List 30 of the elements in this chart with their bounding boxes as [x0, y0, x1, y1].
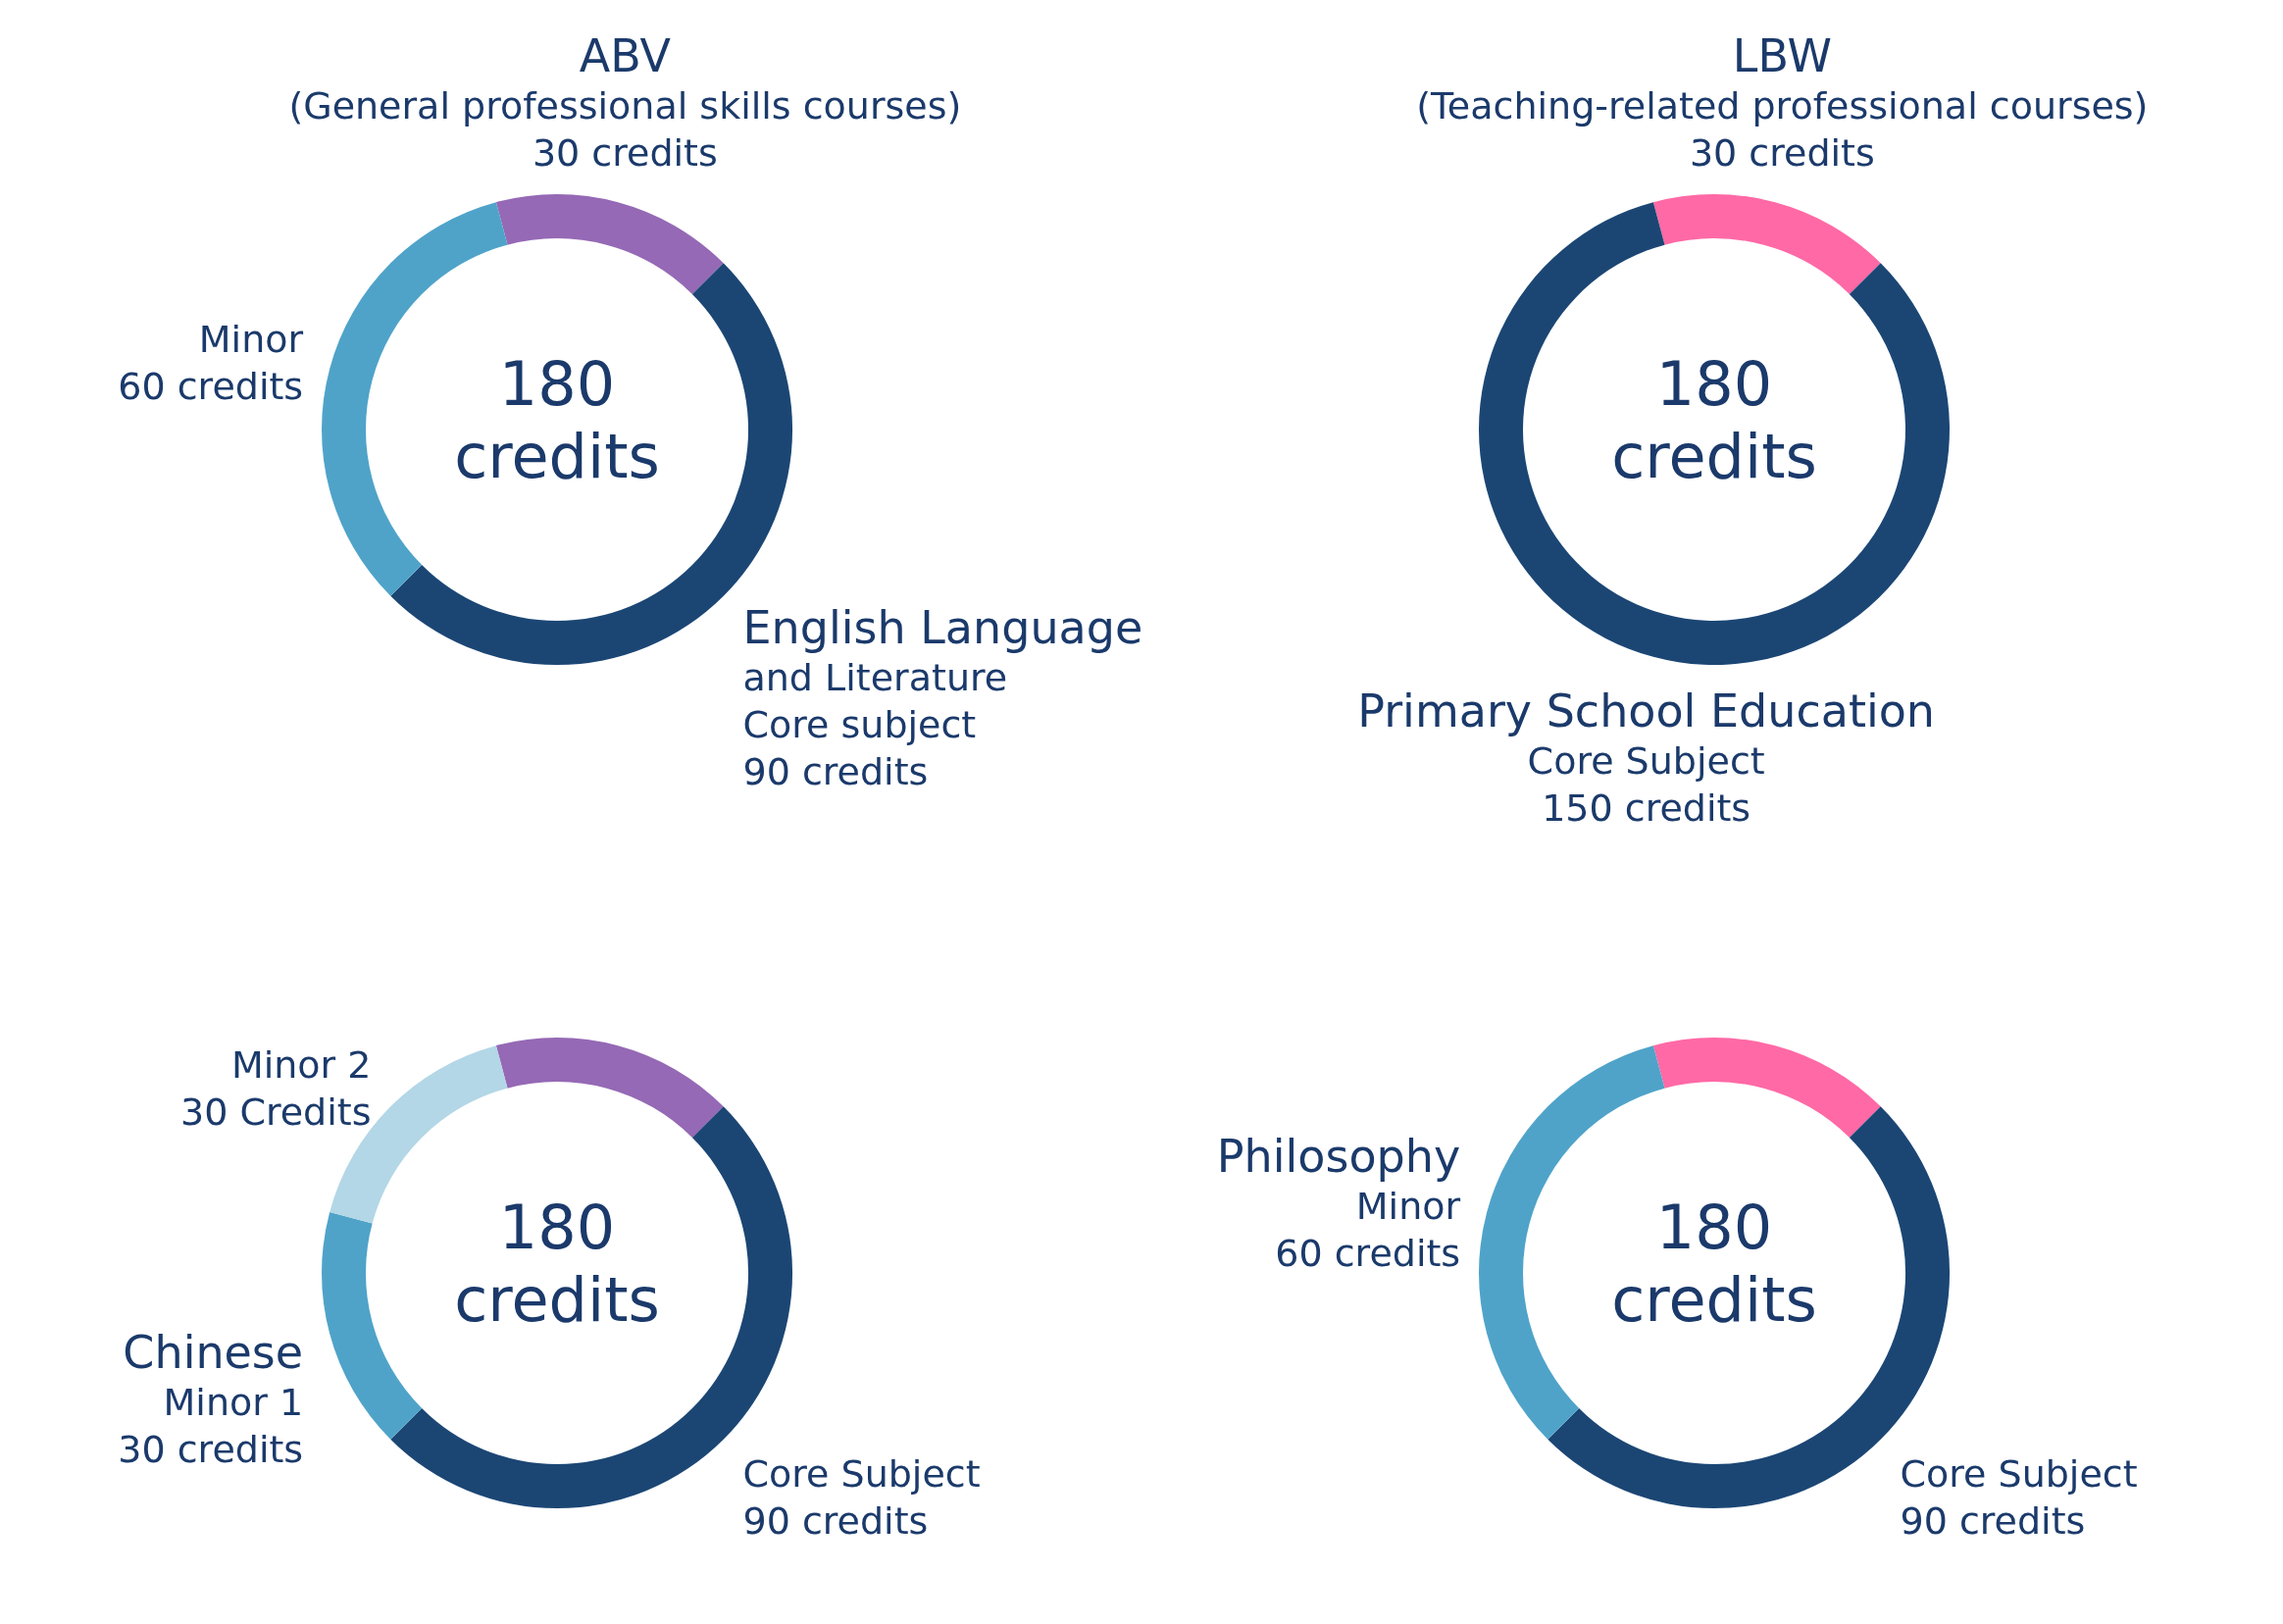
text: 180 credits — [1611, 348, 1817, 492]
slice-label: Minor — [198, 317, 304, 361]
slice-label: English Language and Literature Core subject — [742, 600, 1143, 746]
data-label: 30 Credits — [179, 1090, 372, 1134]
text: 180 credits — [1611, 1192, 1817, 1336]
data-label: 150 credits — [1542, 786, 1751, 830]
slice-label: Core Subject — [1900, 1451, 2138, 1496]
donut-slice — [1479, 202, 1950, 665]
data-label: 90 credits — [742, 749, 929, 793]
slice-label: Minor 2 — [230, 1042, 372, 1087]
slice-label: Chinese Minor 1 — [123, 1326, 304, 1425]
data-label: 60 credits — [1275, 1231, 1461, 1275]
text: 180 credits — [454, 1192, 660, 1336]
data-label: 30 credits — [118, 1428, 304, 1472]
slice-label: Core Subject — [742, 1451, 981, 1496]
text: 180 credits — [454, 348, 660, 492]
slice-label: LBW (Teaching-related professional courses) — [1416, 29, 2149, 128]
slice-label: ABV (General professional skills courses) — [288, 29, 962, 128]
data-label: 90 credits — [742, 1498, 929, 1543]
donut-slice — [322, 1211, 423, 1440]
data-label: 30 credits — [1689, 131, 1875, 176]
donut-slice — [1652, 194, 1881, 295]
data-label: 30 credits — [532, 131, 718, 176]
data-label: 90 credits — [1900, 1498, 2086, 1543]
slice-label: Philosophy Minor — [1216, 1129, 1461, 1228]
donut-slice — [495, 1038, 724, 1139]
donut-slice — [495, 194, 724, 295]
donut-slice — [1652, 1038, 1881, 1139]
slice-label: Primary School Education Core Subject — [1357, 684, 1935, 783]
data-label: 60 credits — [118, 364, 304, 408]
